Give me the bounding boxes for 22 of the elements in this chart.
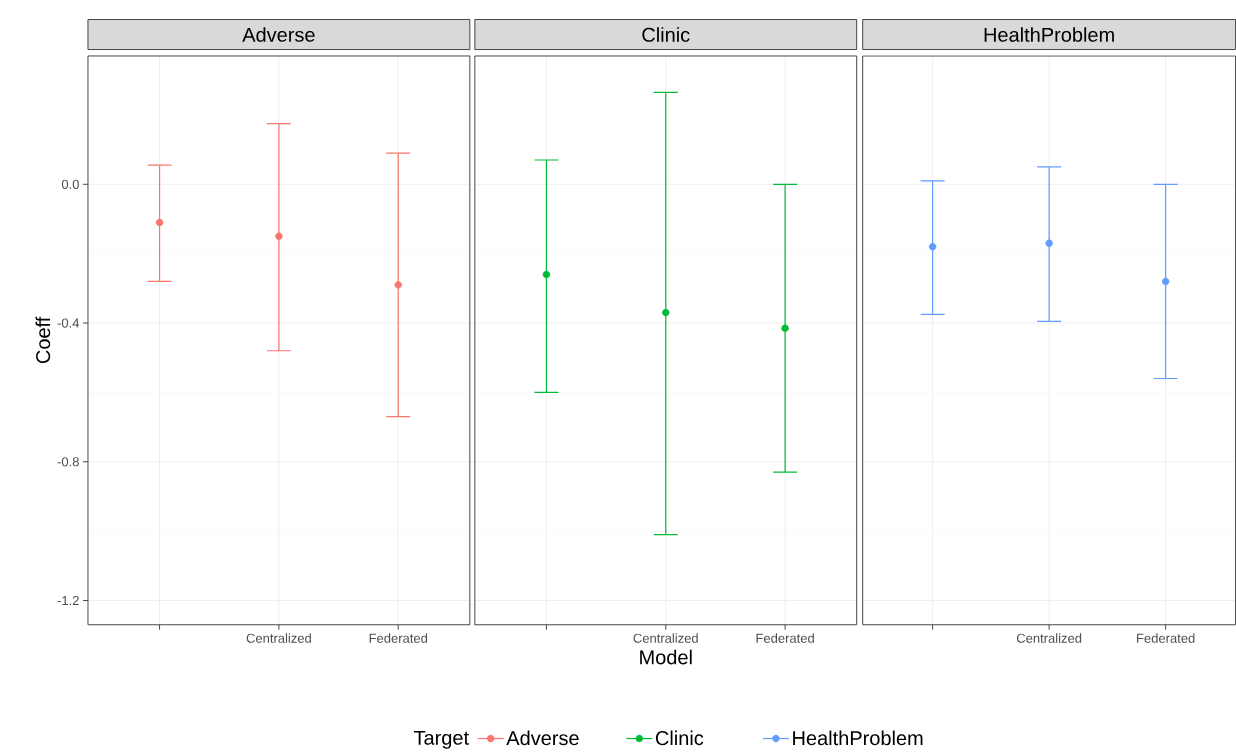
legend-label: Clinic xyxy=(655,730,704,746)
x-tick-label: Federated xyxy=(1137,633,1195,643)
y-axis-title: Coeff xyxy=(35,316,51,364)
y-tick-label: 0.0 xyxy=(61,179,79,190)
y-tick-label: -1.2 xyxy=(57,596,79,606)
x-tick-label: Federated xyxy=(756,633,814,643)
x-tick-label: Federated xyxy=(369,633,428,643)
y-tick-label: -0.8 xyxy=(57,457,79,467)
x-tick-label: Centralized xyxy=(633,633,698,643)
point xyxy=(275,232,283,241)
legend-title: Target xyxy=(413,731,469,749)
chart-title: Adverse xyxy=(242,27,315,42)
point xyxy=(394,281,402,289)
y-tick-label: -0.4 xyxy=(57,318,80,328)
point xyxy=(155,218,164,227)
x-tick-label: Centralized xyxy=(1016,633,1082,643)
x-axis-title: Model xyxy=(640,649,692,665)
legend-label: HealthProblem xyxy=(793,730,923,746)
chart-title: HealthProblem xyxy=(984,27,1114,42)
chart-title: Clinic xyxy=(642,27,690,42)
x-tick-label: Centralized xyxy=(246,633,311,643)
legend-label: Adverse xyxy=(506,730,579,746)
